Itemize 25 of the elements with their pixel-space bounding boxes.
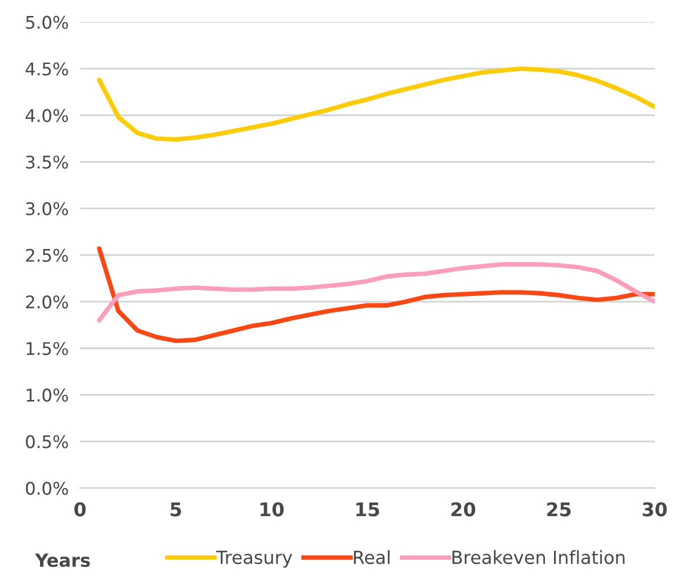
y-tick-label: 2.0% xyxy=(26,295,68,308)
line-series xyxy=(96,262,655,323)
x-tick-label: 5 xyxy=(170,502,181,516)
legend-label: Real xyxy=(354,550,390,564)
x-tick-label: 30 xyxy=(642,502,667,516)
legend-label: Breakeven Inflation xyxy=(452,550,624,564)
y-tick-label: 1.0% xyxy=(26,388,68,402)
y-tick-label: 2.5% xyxy=(26,248,68,262)
legend-label: Treasury xyxy=(216,550,292,568)
x-tick-label: 0 xyxy=(74,502,86,516)
y-tick-label: 0.5% xyxy=(26,435,68,448)
y-tick-label: 3.0% xyxy=(26,202,68,216)
y-tick-label: 3.5% xyxy=(26,156,68,169)
line-series xyxy=(96,246,655,344)
y-tick-label: 5.0% xyxy=(26,16,68,29)
x-tick-label: 15 xyxy=(356,502,380,516)
x-tick-label: 20 xyxy=(452,502,476,516)
y-tick-label: 1.5% xyxy=(26,342,68,356)
y-tick-label: 4.5% xyxy=(26,62,68,76)
y-tick-label: 4.0% xyxy=(26,108,68,122)
line-series xyxy=(96,66,655,142)
x-tick-label: 10 xyxy=(260,502,284,516)
y-tick-label: 0.0% xyxy=(26,482,68,495)
x-tick-label: 25 xyxy=(547,502,571,516)
x-axis-title: Years xyxy=(34,554,90,568)
